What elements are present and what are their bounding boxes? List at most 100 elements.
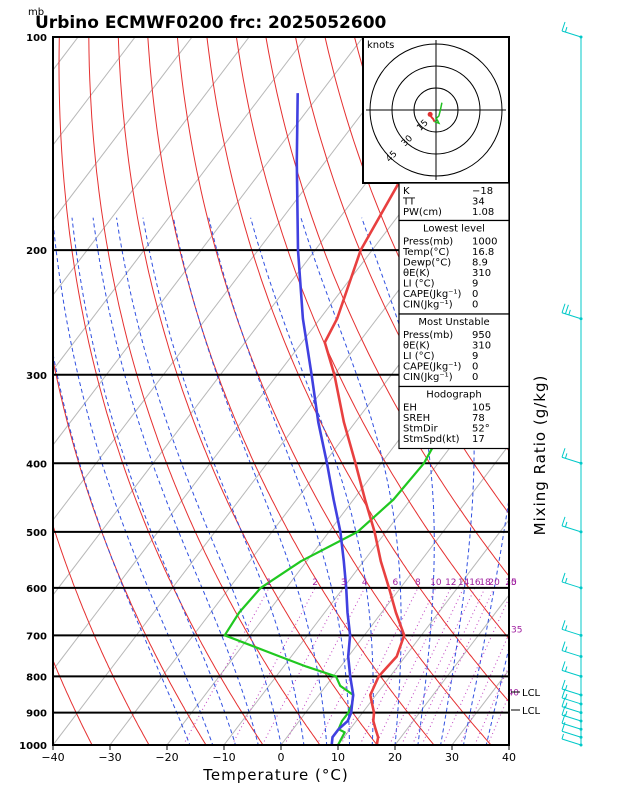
most-unstable-box-value: 0: [472, 362, 478, 373]
hodograph-stats-box-label: StmDir: [403, 424, 438, 435]
pressure-tick-label: 600: [26, 584, 47, 595]
mixing-ratio-tick-label: 8: [415, 578, 421, 588]
temperature-profile-line: [323, 37, 490, 745]
dry-adiabat-line: [53, 524, 150, 745]
isotherm-line: [280, 444, 509, 745]
wind-barb-dot: [579, 719, 583, 723]
sounding-indices: K −18 TT 34 PW(cm) 1.08 Lowest level Press(mb) 1…: [398, 182, 510, 450]
wind-barb-shaft: [561, 650, 582, 658]
mixing-ratio-line: [261, 587, 345, 745]
wind-barb-dot: [579, 743, 583, 747]
most-unstable-box-value: 0: [472, 372, 478, 383]
pressure-tick-label: 700: [26, 631, 47, 642]
wind-barb-shaft: [561, 581, 582, 589]
isotherm-line: [109, 219, 509, 745]
mixing-ratio-axis-label: Mixing Ratio (g/kg): [531, 375, 549, 536]
isotherm-line: [53, 37, 193, 221]
moist-adiabat-line: [172, 217, 328, 745]
mixing-ratio-tick-label: 3: [341, 578, 347, 588]
temperature-tick-label: 20: [388, 751, 402, 764]
lowest-level-box-value: 0: [472, 289, 478, 300]
mixing-ratio-line: [231, 587, 316, 745]
dewpoint-profile-line: [295, 93, 355, 745]
most-unstable-box-value: 950: [472, 330, 491, 341]
lowest-level-box-label: θE(K): [403, 268, 430, 279]
mixing-ratio-tick-label: 18: [479, 578, 491, 588]
lcl-label: LCL: [522, 688, 541, 699]
wind-barb-full-feather: [561, 641, 566, 651]
wind-barb-shaft: [561, 669, 582, 677]
isotherm-line: [394, 594, 509, 745]
wind-barb-half-feather: [564, 702, 568, 708]
hodograph-stats-box-label: StmSpd(kt): [403, 434, 460, 445]
isotherm-line: [508, 744, 509, 745]
hodograph-stats-box-label: SREH: [403, 413, 430, 424]
lcl-labels: LCL LCL: [511, 688, 541, 717]
pressure-tick-label: 100: [26, 33, 47, 44]
lcl-label: LCL: [522, 706, 541, 717]
most-unstable-box-label: LI (°C): [403, 351, 435, 362]
wind-barb-shaft: [561, 688, 582, 696]
dry-adiabat-line: [613, 21, 618, 760]
temperature-tick-label: 40: [502, 751, 516, 764]
lowest-level-box-heading: Lowest level: [423, 224, 485, 235]
dry-adiabat-line: [176, 37, 492, 745]
wind-barb-full-feather: [561, 661, 566, 671]
dry-adiabat-line: [206, 37, 509, 703]
wind-barb-dot: [579, 35, 583, 39]
lowest-level-box-label: CAPE(Jkg⁻¹): [403, 289, 461, 300]
dry-adiabat-line: [58, 37, 264, 745]
lowest-level-box-label: LI (°C): [403, 279, 435, 290]
wind-barb-shaft: [561, 730, 582, 738]
pressure-tick-label: 800: [26, 672, 47, 683]
hodograph-stats-box-frame: [398, 385, 510, 450]
temperature-tick-label: −30: [98, 751, 121, 764]
wind-barb-shaft: [561, 722, 582, 730]
moist-adiabat-line: [208, 217, 350, 745]
wind-barb-shaft: [561, 30, 582, 38]
wind-barb-half-feather: [564, 577, 568, 584]
wind-barb-full-feather: [561, 516, 566, 527]
lowest-level-box-value: 16.8: [472, 247, 494, 258]
indices-box-value: 1.08: [472, 207, 494, 218]
dry-adiabat-line: [0, 21, 42, 760]
hodograph-stats-box-label: EH: [403, 403, 417, 414]
wind-barb-half-feather: [564, 666, 568, 672]
isotherm-line: [555, 21, 618, 760]
isotherm-line: [53, 37, 79, 71]
dry-adiabat-line: [265, 37, 509, 577]
mixing-ratio-tick-label: 6: [392, 578, 398, 588]
mixing-ratio-line: [182, 587, 270, 745]
mixing-ratio-tick-label: 4: [362, 578, 368, 588]
hodograph-stats-box-value: 105: [472, 403, 491, 414]
most-unstable-box-frame: [398, 313, 510, 388]
temperature-tick-label: −10: [212, 751, 235, 764]
wind-barb-half-feather: [564, 625, 568, 631]
most-unstable-box-label: CIN(Jkg⁻¹): [403, 372, 453, 383]
pressure-tick-label: 400: [26, 459, 47, 470]
hodograph-stats-box-heading: Hodograph: [426, 390, 481, 401]
wind-barb-half-feather: [561, 733, 564, 740]
temperature-tick-label: −40: [41, 751, 64, 764]
mixing-ratio-tick-label: 10: [430, 578, 442, 588]
hodograph-stats-box-value: 52°: [472, 424, 490, 435]
dry-adiabat-line: [53, 357, 207, 745]
moist-adiabat-line: [71, 217, 237, 745]
lowest-level-box-label: Press(mb): [403, 237, 453, 248]
dry-adiabat-line: [294, 37, 509, 515]
wind-barb-shaft: [561, 525, 582, 533]
moist-adiabat-line: [142, 217, 305, 745]
wind-barb-shaft: [561, 456, 582, 464]
lowest-level-box-frame: [398, 219, 510, 315]
wind-barbs: [561, 21, 583, 747]
wind-barb-half-feather: [564, 521, 568, 528]
most-unstable-box-label: θE(K): [403, 341, 430, 352]
units-label: mb: [28, 7, 44, 18]
wind-barb-half-feather: [568, 309, 571, 316]
dry-adiabat-line: [53, 659, 93, 745]
mixing-ratio-tick-label: 16: [469, 578, 481, 588]
x-axis-label: Temperature (°C): [202, 766, 348, 784]
isotherm-line: [53, 37, 250, 296]
wind-barb-half-feather: [564, 693, 568, 700]
